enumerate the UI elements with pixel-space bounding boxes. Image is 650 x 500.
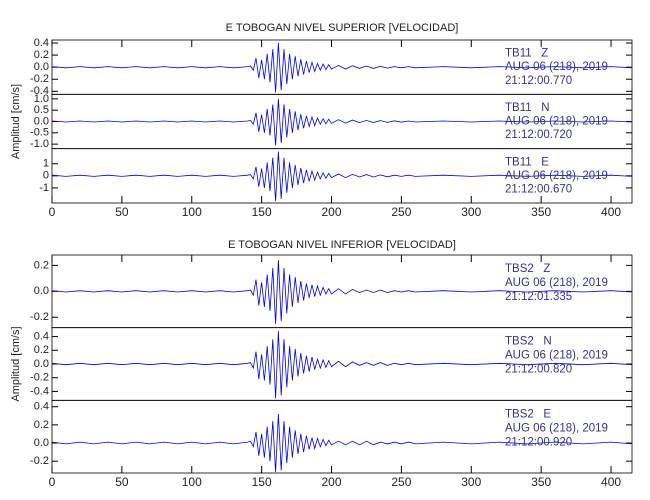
- y-tick-label: 0.0: [34, 358, 49, 370]
- y-tick-label: 0.2: [34, 49, 49, 61]
- trace-date: AUG 06 (218), 2019: [505, 350, 608, 362]
- trace-date: AUG 06 (218), 2019: [505, 277, 608, 289]
- x-tick-label: 350: [531, 205, 551, 219]
- trace-time: 21:12:01.335: [505, 291, 572, 303]
- y-tick-label: 0.0: [34, 115, 49, 127]
- y-tick-label: 1.0: [34, 93, 49, 105]
- waveform: [51, 260, 633, 324]
- y-axis-label: Amplitud [cm/s]: [10, 84, 22, 159]
- trace-date: AUG 06 (218), 2019: [505, 61, 608, 73]
- y-tick-label: -0.2: [30, 372, 49, 384]
- y-tick-label: 0: [43, 170, 49, 182]
- x-tick-label: 150: [252, 475, 272, 489]
- y-tick-label: -0.2: [30, 311, 49, 323]
- y-tick-label: 0.5: [34, 104, 49, 116]
- x-tick-label: 250: [391, 475, 411, 489]
- chart-title: E TOBOGAN NIVEL SUPERIOR [VELOCIDAD]: [226, 22, 459, 34]
- trace-time: 21:12:00.720: [505, 129, 572, 141]
- trace-time: 21:12:00.820: [505, 364, 572, 376]
- trace-date: AUG 06 (218), 2019: [505, 422, 608, 434]
- x-tick-label: 0: [49, 205, 56, 219]
- x-tick-label: 300: [461, 475, 481, 489]
- y-tick-label: -0.2: [30, 73, 49, 85]
- x-tick-label: 150: [252, 205, 272, 219]
- x-tick-label: 50: [115, 475, 129, 489]
- x-tick-label: 100: [182, 475, 202, 489]
- y-tick-label: -1: [39, 182, 49, 194]
- y-tick-label: -0.4: [30, 385, 49, 397]
- y-tick-label: -1.0: [30, 138, 49, 150]
- trace-time: 21:12:00.920: [505, 436, 572, 448]
- y-tick-label: 0.0: [34, 437, 49, 449]
- y-tick-label: -0.5: [30, 127, 49, 139]
- y-tick-label: 0.2: [34, 419, 49, 431]
- y-tick-label: 0.4: [34, 330, 49, 342]
- y-tick-label: 1: [43, 158, 49, 170]
- y-tick-label: 0.0: [34, 61, 49, 73]
- x-tick-label: 0: [49, 475, 56, 489]
- trace-name: TBS2 Z: [505, 263, 550, 275]
- trace-name: TB11 E: [505, 156, 549, 168]
- trace-name: TB11 N: [505, 102, 550, 114]
- x-tick-label: 50: [115, 205, 129, 219]
- trace-name: TBS2 E: [505, 408, 551, 420]
- y-tick-label: 0.4: [34, 37, 49, 49]
- x-tick-label: 400: [601, 205, 621, 219]
- waveform: [51, 331, 633, 399]
- trace-name: TBS2 N: [505, 336, 552, 348]
- waveform: [51, 98, 633, 146]
- trace-time: 21:12:00.670: [505, 183, 572, 195]
- y-axis-label: Amplitud [cm/s]: [10, 326, 22, 401]
- y-tick-label: 0.2: [34, 344, 49, 356]
- x-tick-label: 100: [182, 205, 202, 219]
- x-tick-label: 200: [322, 205, 342, 219]
- x-tick-label: 300: [461, 205, 481, 219]
- x-tick-label: 200: [322, 475, 342, 489]
- trace-time: 21:12:00.770: [505, 75, 572, 87]
- trace-date: AUG 06 (218), 2019: [505, 170, 608, 182]
- waveform: [51, 151, 633, 202]
- y-tick-label: 0.2: [34, 259, 49, 271]
- x-tick-label: 350: [531, 475, 551, 489]
- y-tick-label: 0.0: [34, 285, 49, 297]
- trace-name: TB11 Z: [505, 48, 548, 60]
- x-tick-label: 250: [391, 205, 411, 219]
- y-tick-label: -0.2: [30, 455, 49, 467]
- y-tick-label: 0.4: [34, 401, 49, 413]
- panel-frame: [51, 399, 633, 474]
- chart-title: E TOBOGAN NIVEL INFERIOR [VELOCIDAD]: [228, 239, 456, 251]
- x-tick-label: 400: [601, 475, 621, 489]
- y-tick-label: -0.4: [30, 85, 49, 97]
- waveform: [51, 42, 633, 93]
- trace-date: AUG 06 (218), 2019: [505, 116, 608, 128]
- waveform: [51, 413, 633, 473]
